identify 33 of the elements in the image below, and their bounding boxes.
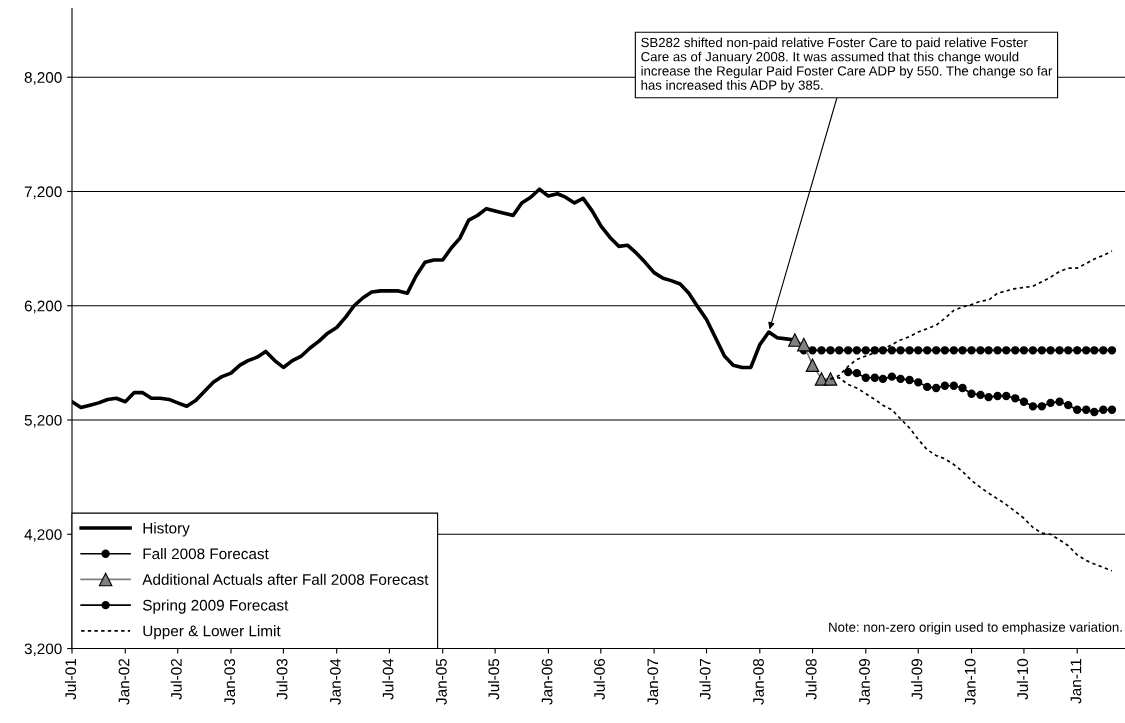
x-tick-label: Jul-05 — [487, 658, 500, 700]
annotation: Note: non-zero origin used to emphasize variation. — [829, 622, 1122, 635]
x-tick-label: Jul-10 — [1016, 658, 1029, 700]
y-tick-label: 7,200 — [24, 186, 62, 199]
x-tick-label: Jan-03 — [224, 658, 236, 705]
x-tick-label: Jul-07 — [699, 659, 711, 700]
x-tick-label: Jul-01 — [64, 659, 77, 700]
x-tick-label: Jan-11 — [1070, 658, 1082, 704]
annotation: SB282 shifted non-paid relative Foster Care to paid relative Foster Care as of January 2008. It was assumed that this change would increase the Regular Paid Foster Care ADP by 550. The change so far has increased this ADP by 385. — [641, 37, 1053, 93]
x-tick-label: Jul-04 — [382, 658, 394, 700]
x-tick-label: Jan-08 — [753, 658, 764, 705]
x-tick-label: Jan-10 — [964, 658, 976, 705]
x-tick-label: Jan-06 — [541, 658, 553, 705]
legend-label: Fall 2008 Forecast — [143, 548, 269, 560]
x-tick-label: Jul-08 — [805, 658, 817, 700]
x-tick-label: Jan-02 — [118, 659, 130, 705]
legend-label: Additional Actuals after Fall 2008 Forecast — [142, 573, 429, 585]
x-tick-label: Jul-03 — [276, 658, 288, 700]
legend-label: Upper & Lower Limit — [143, 625, 281, 640]
x-tick-label: Jul-06 — [593, 658, 605, 700]
y-tick-label: 5,200 — [24, 414, 62, 428]
legend-label: History — [143, 522, 190, 537]
x-tick-label: Jan-05 — [435, 658, 447, 705]
x-tick-label: Jan-09 — [859, 658, 870, 705]
x-tick-label: Jul-09 — [911, 658, 923, 700]
x-tick-label: Jan-07 — [647, 659, 659, 705]
x-tick-label: Jan-04 — [329, 658, 341, 705]
y-tick-label: 6,200 — [24, 300, 62, 314]
legend-label: Spring 2009 Forecast — [142, 599, 289, 614]
y-tick-label: 4,200 — [24, 529, 62, 542]
x-tick-label: Jul-02 — [170, 659, 182, 700]
y-tick-label: 3,200 — [24, 643, 62, 657]
y-tick-label: 8,200 — [24, 72, 62, 85]
